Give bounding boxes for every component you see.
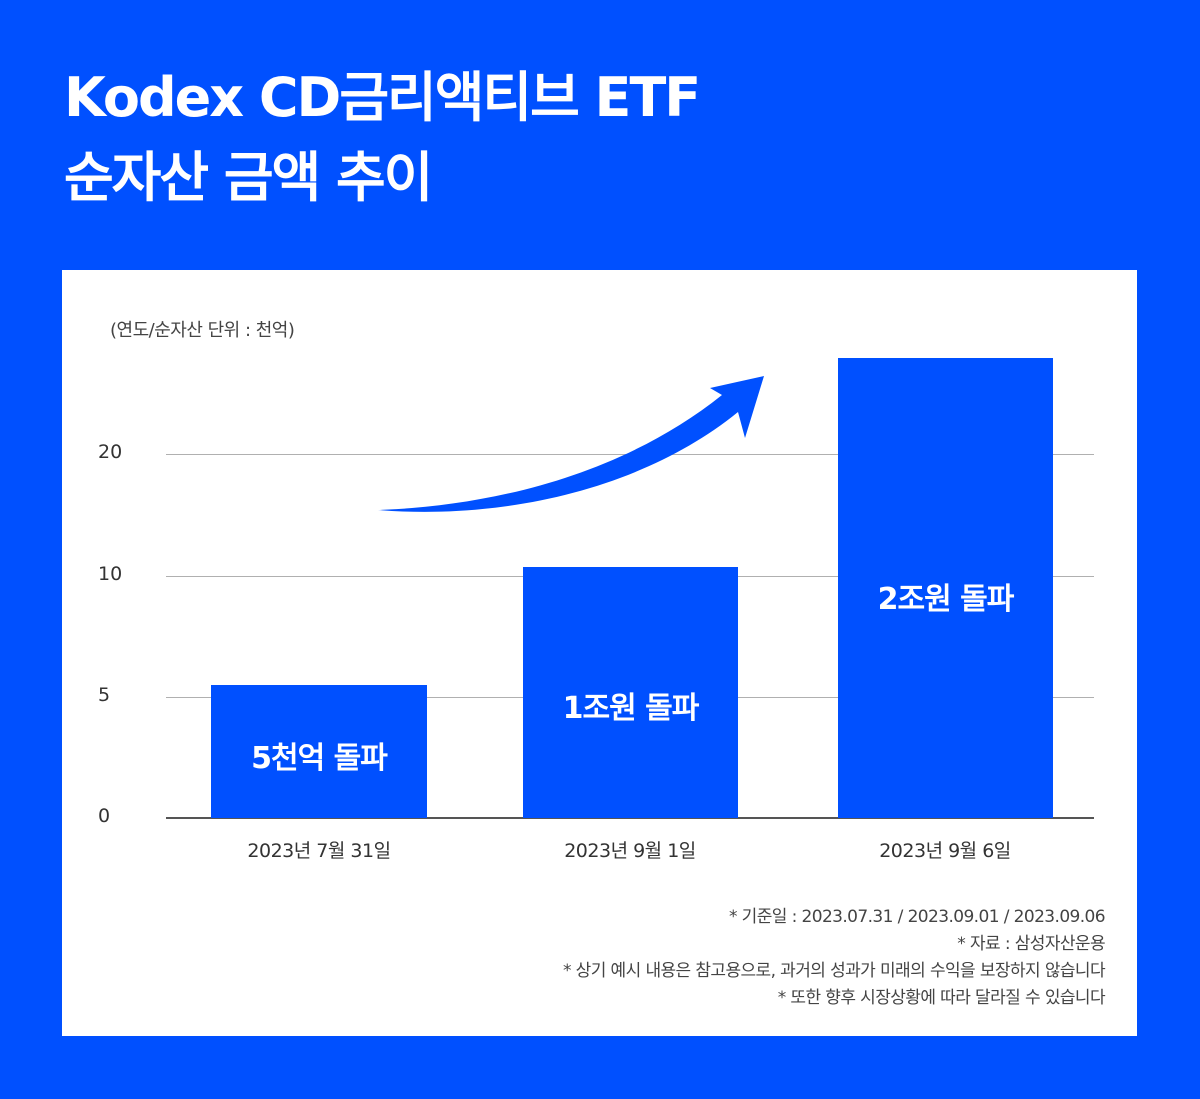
bar-2023-09-01: 1조원 돌파 — [523, 567, 738, 818]
bar-label: 1조원 돌파 — [562, 691, 700, 726]
x-label-2: 2023년 9월 1일 — [564, 840, 696, 862]
bar-label: 2조원 돌파 — [877, 582, 1015, 617]
note-market: * 또한 향후 시장상황에 따라 달라질 수 있습니다 — [777, 988, 1106, 1008]
y-tick-5: 5 — [98, 684, 111, 706]
footnotes: * 기준일 : 2023.07.31 / 2023.09.01 / 2023.0… — [562, 904, 1106, 1012]
trend-arrow-icon — [378, 376, 764, 512]
x-axis — [166, 817, 1094, 819]
bar-2023-09-06: 2조원 돌파 — [838, 358, 1053, 818]
note-base-date: * 기준일 : 2023.07.31 / 2023.09.01 / 2023.0… — [728, 907, 1106, 927]
bar-label: 5천억 돌파 — [251, 741, 388, 776]
chart-panel: (연도/순자산 단위 : 천억) 20 10 5 0 5천억 돌파 1조원 돌파… — [62, 270, 1137, 1036]
page-title: Kodex CD금리액티브 ETF 순자산 금액 추이 — [64, 58, 701, 218]
y-tick-10: 10 — [98, 563, 123, 585]
unit-label: (연도/순자산 단위 : 천억) — [110, 320, 295, 341]
note-disclaimer: * 상기 예시 내용은 참고용으로, 과거의 성과가 미래의 수익을 보장하지 … — [562, 961, 1106, 981]
title-line-2: 순자산 금액 추이 — [64, 146, 433, 209]
x-label-3: 2023년 9월 6일 — [879, 840, 1011, 862]
x-label-1: 2023년 7월 31일 — [247, 840, 391, 862]
y-tick-0: 0 — [98, 805, 111, 827]
bar-2023-07-31: 5천억 돌파 — [211, 685, 427, 818]
note-source: * 자료 : 삼성자산운용 — [957, 934, 1105, 954]
y-tick-20: 20 — [98, 441, 123, 463]
title-line-1: Kodex CD금리액티브 ETF — [64, 66, 701, 129]
